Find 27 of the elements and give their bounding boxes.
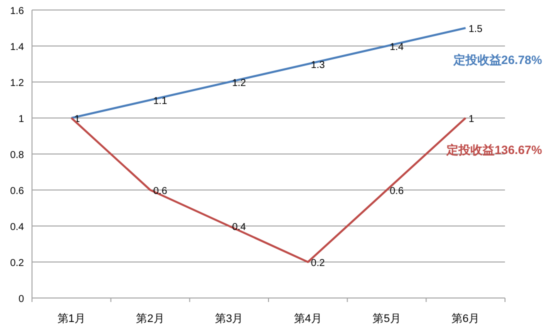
y-tick-label: 0.2 [10, 258, 24, 269]
x-tick-label: 第4月 [294, 313, 322, 325]
x-tick-label: 第5月 [372, 313, 401, 325]
y-tick-label: 1.6 [10, 6, 24, 17]
y-tick-label: 1.2 [10, 78, 24, 89]
series-label: 定投收益26.78% [452, 53, 542, 67]
data-label: 1 [468, 114, 475, 125]
data-label: 0.6 [153, 186, 168, 197]
x-tick-label: 第1月 [57, 313, 86, 325]
y-tick-label: 0 [18, 294, 24, 305]
data-label: 0.6 [390, 186, 404, 197]
data-label: 0.2 [310, 258, 326, 269]
x-tick-label: 第6月 [452, 313, 480, 325]
y-tick-label: 1.4 [10, 42, 24, 53]
data-label: 1.3 [310, 60, 326, 71]
y-tick-label: 0.8 [10, 150, 24, 161]
x-tick-label: 第3月 [215, 313, 244, 325]
series-label: 定投收益136.67% [446, 143, 542, 157]
data-label: 1.5 [468, 24, 483, 35]
y-tick-label: 0.4 [10, 222, 24, 233]
y-tick-label: 0.6 [10, 186, 24, 197]
data-label: 1.4 [390, 42, 404, 53]
data-label: 0.4 [232, 222, 246, 233]
y-tick-label: 1 [18, 114, 24, 125]
x-tick-label: 第2月 [136, 313, 164, 325]
data-label: 1.1 [153, 96, 168, 107]
data-label: 1.2 [232, 78, 246, 89]
